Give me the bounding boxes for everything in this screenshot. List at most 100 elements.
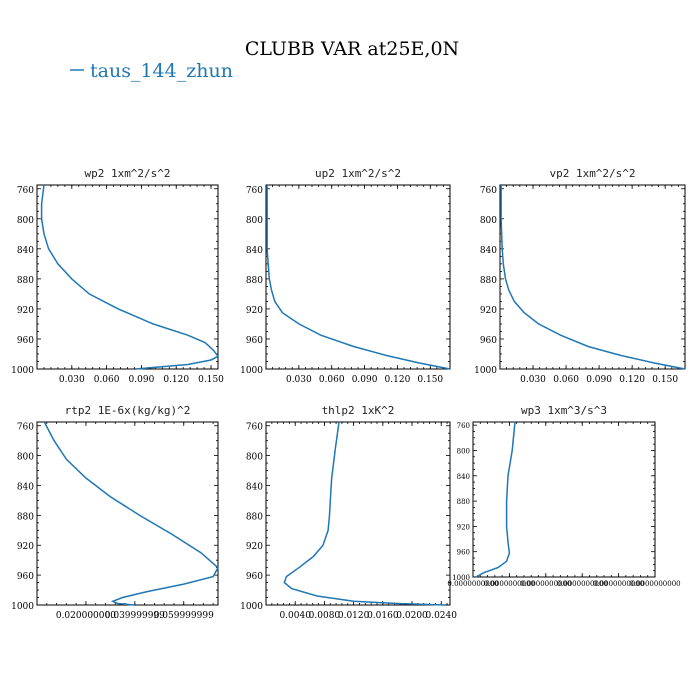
plot-frame: [36, 184, 219, 370]
x-tick-label: 0.090: [586, 375, 612, 385]
y-tick-label: 960: [17, 572, 34, 582]
subplot-title: vp2 1xm^2/s^2: [549, 167, 635, 180]
x-tick-label: 0.090: [352, 375, 378, 385]
series-line: [500, 185, 686, 370]
y-tick-label: 880: [480, 276, 497, 286]
x-tick-label: 0.0000000000: [629, 580, 680, 588]
y-tick-label: 1000: [240, 366, 263, 376]
x-tick-label: 0.0000000000: [484, 580, 535, 588]
y-tick-label: 760: [17, 423, 34, 433]
y-tick-label: 920: [246, 306, 263, 316]
x-tick-label: 0.0080: [309, 611, 341, 621]
x-tick-label: 0.059999999: [154, 611, 214, 621]
x-tick-label: 0.030: [59, 375, 85, 385]
x-tick-label: 0.030: [520, 375, 546, 385]
y-tick-label: 880: [457, 498, 470, 506]
series-line: [43, 421, 219, 606]
series-line: [283, 421, 445, 606]
x-tick-label: 0.060: [553, 375, 579, 385]
y-tick-label: 920: [17, 542, 34, 552]
y-tick-label: 840: [457, 473, 470, 481]
subplot-4: rtp2 1E-6x(kg/kg)^2 760 800 840 880 920 960 100…: [11, 404, 219, 621]
y-tick-label: 760: [246, 423, 263, 433]
y-tick-label: 800: [17, 216, 34, 226]
y-tick-label: 960: [17, 336, 34, 346]
y-tick-label: 760: [246, 186, 263, 196]
x-tick-label: 0.150: [417, 375, 443, 385]
y-tick-label: 800: [246, 453, 263, 463]
series-line: [266, 185, 451, 370]
plot-frame: [472, 421, 656, 578]
x-tick-label: 0.120: [163, 375, 189, 385]
y-tick-label: 840: [246, 246, 263, 256]
series-line: [475, 421, 516, 578]
y-tick-label: 960: [246, 336, 263, 346]
x-tick-label: 0.0000000000: [593, 580, 644, 588]
x-tick-label: 0.0120: [338, 611, 370, 621]
y-tick-label: 920: [246, 542, 263, 552]
y-tick-label: 760: [17, 186, 34, 196]
subplot-5: thlp2 1xK^276080084088092096010000.00400…: [240, 404, 457, 621]
subplot-title: up2 1xm^2/s^2: [315, 167, 401, 180]
x-tick-label: 0.030: [286, 375, 312, 385]
y-tick-label: 920: [457, 523, 470, 531]
subplot-3: vp2 1xm^2/s^2 760 800 840 880 920 960 1000 0.030…: [474, 167, 686, 385]
plot-frame: [265, 421, 451, 606]
subplot-title: wp2 1xm^2/s^2: [84, 167, 170, 180]
x-tick-label: 0.150: [652, 375, 678, 385]
series-line: [40, 184, 220, 370]
x-tick-label: 0.150: [198, 375, 224, 385]
y-tick-label: 1000: [11, 366, 34, 376]
plot-frame: [499, 184, 686, 370]
y-tick-label: 760: [457, 422, 470, 430]
y-tick-label: 800: [246, 216, 263, 226]
y-tick-label: 1000: [11, 602, 34, 612]
x-tick-label: 0.120: [619, 375, 645, 385]
x-tick-label: 0.090: [129, 375, 155, 385]
x-tick-label: 0.039999999: [105, 611, 165, 621]
subplot-6: wp3 1xm^3/s^376080084088092096010000.000…: [447, 404, 680, 588]
subplot-1: wp2 1xm^2/s^2 760 800 840 880 920 960 1000 0.030…: [11, 167, 224, 385]
y-tick-label: 880: [17, 276, 34, 286]
subplot-title: wp3 1xm^3/s^3: [521, 404, 607, 417]
plot-frame: [36, 421, 219, 606]
y-tick-label: 800: [480, 216, 497, 226]
x-tick-label: 0.060: [94, 375, 120, 385]
subplot-grid: wp2 1xm^2/s^2 760 800 840 880 920 960 1000 0.030…: [11, 167, 686, 621]
y-tick-label: 1000: [452, 574, 470, 582]
y-tick-label: 1000: [240, 602, 263, 612]
y-tick-label: 840: [17, 246, 34, 256]
y-tick-label: 880: [17, 512, 34, 522]
y-tick-label: 920: [17, 306, 34, 316]
y-tick-label: 880: [246, 512, 263, 522]
y-tick-label: 840: [480, 246, 497, 256]
y-tick-label: 960: [457, 549, 470, 557]
x-tick-label: 0.0040: [279, 611, 311, 621]
x-tick-label: 0.0240: [425, 611, 457, 621]
x-tick-label: 0.0160: [367, 611, 399, 621]
figure-title: CLUBB VAR at25E,0N: [245, 38, 459, 60]
y-tick-label: 760: [480, 186, 497, 196]
plot-frame: [265, 184, 451, 370]
y-tick-label: 880: [246, 276, 263, 286]
x-tick-label: 0.0200: [396, 611, 428, 621]
legend-label: taus_144_zhun: [90, 60, 233, 82]
y-tick-label: 800: [457, 447, 470, 455]
x-tick-label: 0.020000000: [56, 611, 116, 621]
x-tick-label: 0.0000000000: [520, 580, 571, 588]
figure-legend: taus_144_zhun: [70, 60, 233, 82]
x-tick-label: 0.120: [385, 375, 411, 385]
y-tick-label: 960: [246, 572, 263, 582]
subplot-title: rtp2 1E-6x(kg/kg)^2: [65, 404, 191, 417]
x-tick-label: 0.0000000000: [557, 580, 608, 588]
y-tick-label: 1000: [474, 366, 497, 376]
y-tick-label: 840: [246, 482, 263, 492]
y-tick-label: 960: [480, 336, 497, 346]
y-tick-label: 800: [17, 453, 34, 463]
y-tick-label: 840: [17, 482, 34, 492]
x-tick-label: 0.060: [319, 375, 345, 385]
y-tick-label: 920: [480, 306, 497, 316]
x-tick-label: 0.0000000000: [447, 580, 498, 588]
subplot-2: up2 1xm^2/s^2 760 800 840 880 920 960 1000 0.030…: [240, 167, 451, 385]
